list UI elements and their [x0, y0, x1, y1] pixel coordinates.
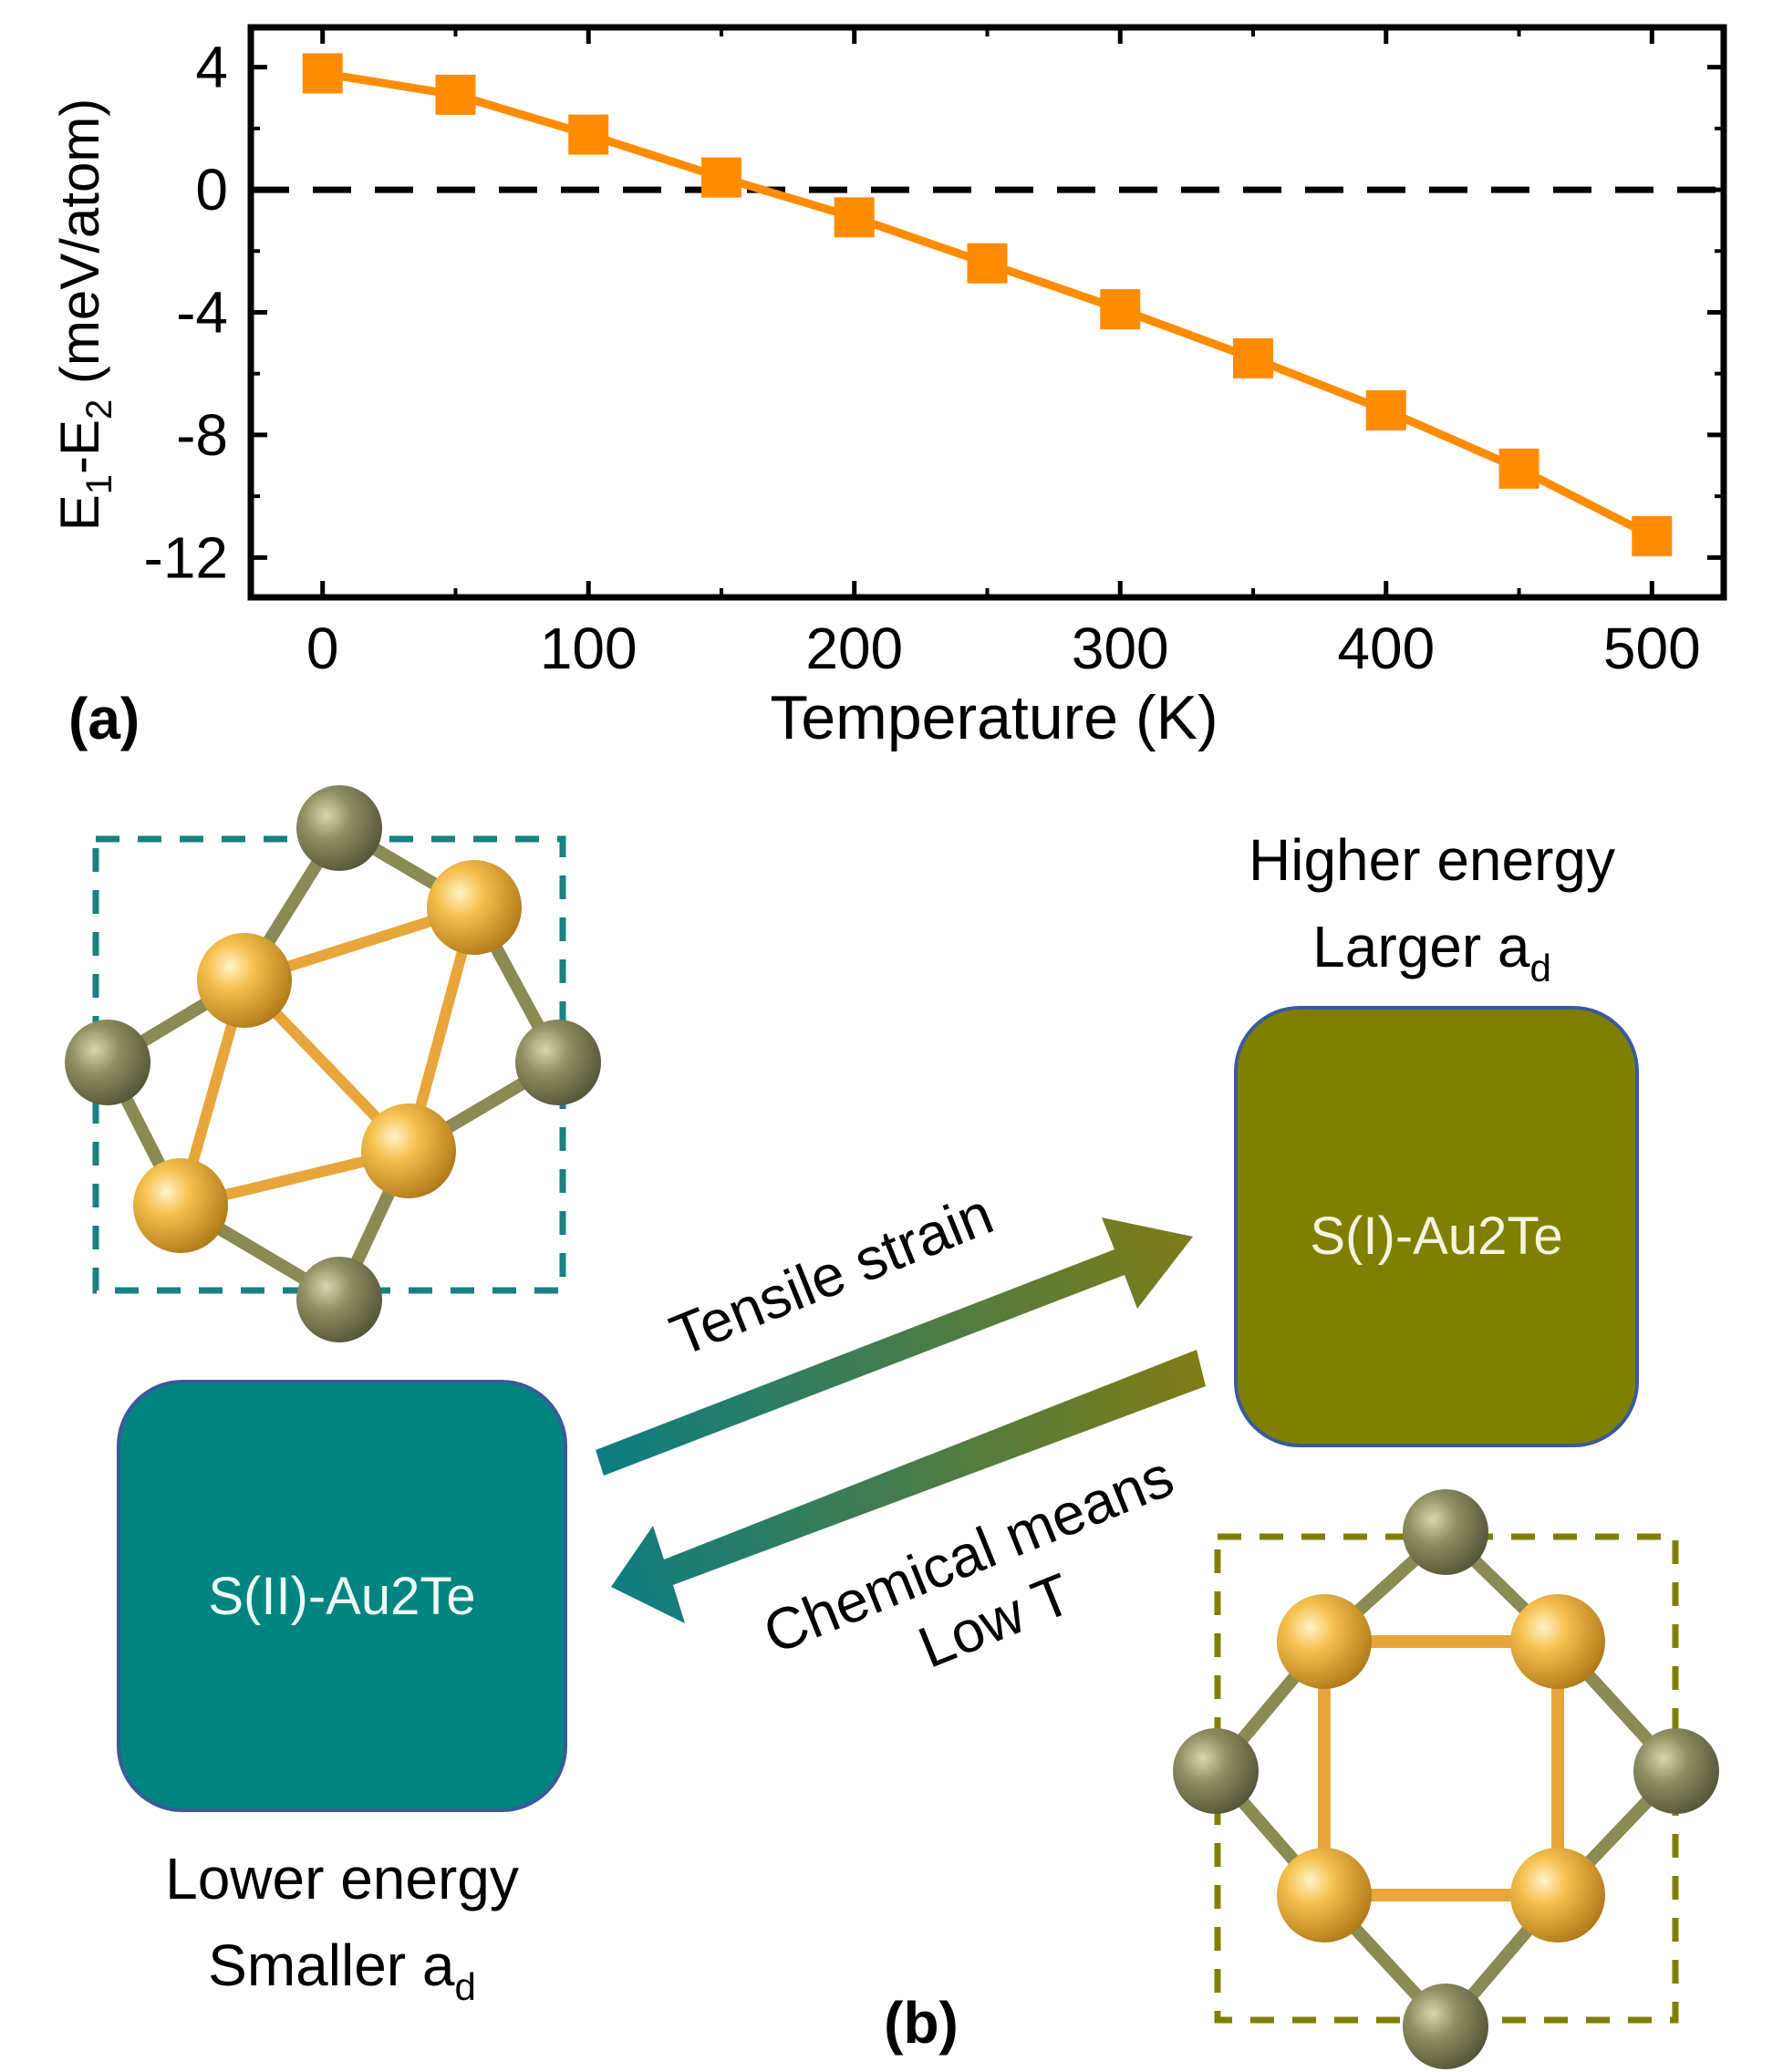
te-atom	[1173, 1728, 1259, 1814]
data-point	[302, 53, 343, 94]
au-atom	[1510, 1594, 1605, 1689]
s1-phase-box	[1234, 1006, 1639, 1447]
axis-ticks: 0 100 200 300 400 500 4 0 -4 -8 -12	[144, 27, 1724, 681]
y-tick-label: 4	[195, 35, 228, 100]
data-point	[834, 197, 875, 238]
au-atom	[1277, 1594, 1372, 1689]
series-line	[321, 68, 1654, 540]
data-point	[967, 243, 1008, 284]
te-atom	[296, 785, 382, 871]
au-atom	[197, 933, 292, 1028]
bonds	[1209, 1526, 1683, 2033]
atoms	[1173, 1489, 1719, 2069]
s1-phase-label: S(I)-Au2Te	[1310, 1207, 1562, 1266]
au-atom	[133, 1158, 228, 1253]
te-atom	[296, 1257, 382, 1342]
data-point	[1100, 289, 1141, 330]
s2-phase-box	[117, 1380, 567, 1812]
te-atom	[1633, 1728, 1719, 1814]
unit-cell-outline	[1214, 1533, 1679, 2024]
energy-difference-chart: 0 100 200 300 400 500 4 0 -4 -8 -12 E1-E2 (meV/ato…	[49, 24, 1727, 752]
smaller-ad-caption: Smaller ad	[208, 1932, 476, 2008]
larger-ad-caption: Larger ad	[1312, 914, 1551, 989]
te-atom	[1403, 1489, 1488, 1575]
chemical-means-labels: Chemical means Low T	[754, 1443, 1182, 1681]
y-axis-label: E1-E2 (meV/atom)	[49, 98, 119, 532]
data-point	[435, 74, 476, 115]
panel-label-b: (b)	[884, 1990, 959, 2056]
data-point	[1365, 390, 1406, 431]
y-tick-label: -8	[176, 402, 228, 468]
s2-phase-label: S(II)-Au2Te	[208, 1567, 475, 1626]
y-tick-label: -12	[144, 524, 229, 590]
higher-energy-caption: Higher energy	[1249, 827, 1615, 893]
atoms	[65, 785, 601, 1342]
au-atom	[1277, 1848, 1372, 1942]
y-tick-label: 0	[195, 157, 228, 223]
x-tick-label: 200	[805, 616, 903, 681]
structure-s2-top-left	[65, 785, 601, 1342]
x-tick-label: 0	[306, 616, 339, 681]
tensile-strain-arrow	[596, 1217, 1193, 1476]
data-point	[1233, 337, 1274, 378]
au-atom	[427, 860, 522, 955]
au-atom	[361, 1103, 456, 1198]
x-axis-label: Temperature (K)	[770, 683, 1218, 752]
y-tick-label: -4	[176, 280, 228, 346]
au-atom	[1510, 1848, 1605, 1942]
chemical-means-arrow	[611, 1350, 1206, 1623]
series-layer	[302, 53, 1673, 556]
te-atom	[65, 1020, 150, 1105]
te-atom	[1403, 1984, 1488, 2069]
x-tick-label: 400	[1337, 616, 1435, 681]
lower-energy-caption: Lower energy	[165, 1846, 519, 1911]
structure-s1-bottom-right	[1173, 1489, 1719, 2069]
te-atom	[515, 1020, 601, 1105]
data-point	[568, 114, 609, 155]
data-point	[1498, 448, 1539, 489]
x-tick-label: 100	[540, 616, 638, 681]
panel-label-a: (a)	[68, 686, 140, 751]
x-tick-label: 300	[1072, 616, 1169, 681]
au-bonds	[1318, 1635, 1564, 1901]
data-point	[1632, 515, 1673, 556]
x-tick-label: 500	[1603, 616, 1701, 681]
data-point	[700, 157, 741, 198]
phase-transition-diagram: Higher energy Larger ad S(I)-Au2Te S(II)…	[65, 785, 1719, 2069]
